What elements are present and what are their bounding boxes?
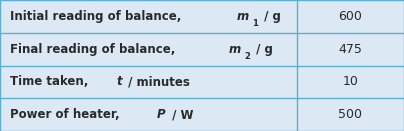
Text: 1: 1 [252,19,259,28]
Text: 2: 2 [244,52,250,61]
Text: Time taken,: Time taken, [10,75,93,88]
Text: 10: 10 [343,75,358,88]
Text: Final reading of balance,: Final reading of balance, [10,43,180,56]
Text: / minutes: / minutes [124,75,190,88]
Text: / g: / g [252,43,273,56]
Text: 500: 500 [339,108,362,121]
Text: t: t [116,75,122,88]
Text: 600: 600 [339,10,362,23]
Text: m: m [229,43,241,56]
Text: Power of heater,: Power of heater, [10,108,124,121]
Text: / W: / W [168,108,194,121]
Text: Initial reading of balance,: Initial reading of balance, [10,10,185,23]
Text: P: P [157,108,166,121]
Text: / g: / g [260,10,281,23]
Text: 475: 475 [339,43,362,56]
Text: m: m [237,10,249,23]
